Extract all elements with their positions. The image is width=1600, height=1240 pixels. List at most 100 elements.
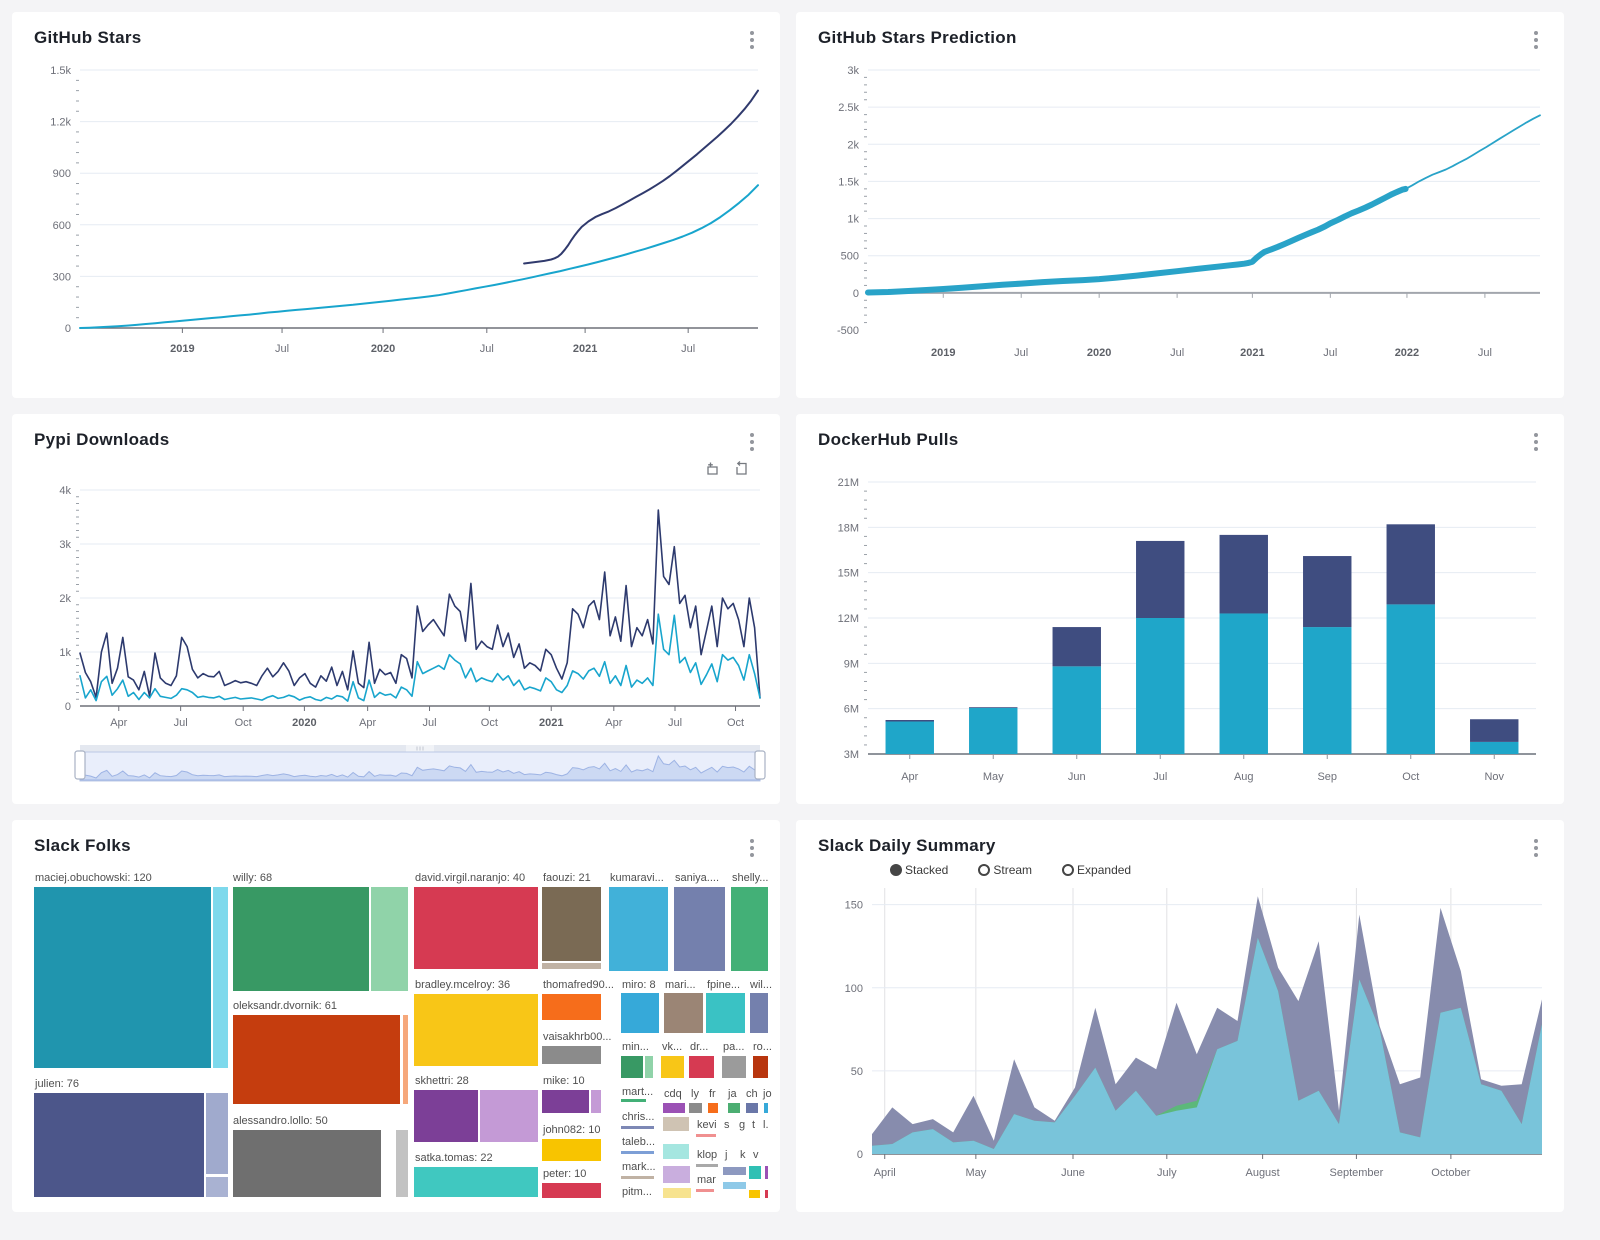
slider-handle[interactable] <box>74 750 86 780</box>
treemap-cell-label: satka.tomas: 22 <box>415 1152 493 1164</box>
treemap-cell[interactable] <box>749 1190 760 1198</box>
more-menu-icon[interactable] <box>1530 428 1542 455</box>
treemap-cell-label: ro... <box>753 1041 772 1053</box>
treemap-cell[interactable] <box>731 887 768 971</box>
treemap-cell[interactable] <box>661 1056 684 1078</box>
treemap-cell[interactable] <box>765 1166 768 1179</box>
treemap-cell[interactable] <box>542 887 601 961</box>
svg-text:1.5k: 1.5k <box>50 65 71 77</box>
treemap-cell[interactable] <box>663 1103 685 1113</box>
treemap-cell[interactable] <box>764 1103 768 1113</box>
pypi-downloads-chart[interactable]: 0 1k 2k 3k 4k Apr Jul Oct 2020 Apr Jul Oct 2021 Apr Ju… <box>34 480 766 732</box>
treemap-cell[interactable] <box>542 1090 589 1113</box>
svg-text:-500: -500 <box>837 325 859 337</box>
treemap-cell[interactable] <box>723 1167 746 1175</box>
treemap-cell[interactable] <box>542 994 601 1020</box>
treemap-cell[interactable] <box>414 1167 538 1197</box>
treemap-cell[interactable] <box>696 1134 716 1137</box>
panel-pypi-downloads: Pypi Downloads 0 1k 2k 3k 4k Apr Jul Oct 2020 Apr… <box>12 414 780 804</box>
treemap-cell[interactable] <box>609 887 668 971</box>
svg-text:2020: 2020 <box>292 717 316 729</box>
treemap-cell[interactable] <box>621 1176 654 1179</box>
treemap-cell[interactable] <box>723 1182 746 1189</box>
more-menu-icon[interactable] <box>746 26 758 53</box>
treemap-cell[interactable] <box>213 887 228 1068</box>
svg-text:2020: 2020 <box>371 343 395 355</box>
more-menu-icon[interactable] <box>1530 834 1542 861</box>
treemap-cell[interactable] <box>663 1144 689 1159</box>
dockerhub-pulls-chart[interactable]: 3M 6M 9M 12M 15M 18M 21M Apr May Jun Jul Aug Sep Oct N… <box>818 468 1550 786</box>
treemap-cell[interactable] <box>414 887 538 969</box>
treemap-cell[interactable] <box>591 1090 601 1113</box>
treemap-cell[interactable] <box>414 994 538 1066</box>
treemap-cell[interactable] <box>233 1015 400 1104</box>
treemap-cell[interactable] <box>542 1046 601 1064</box>
slack-daily-summary-chart[interactable]: 0 50 100 150 April May June July August September… <box>818 882 1550 1182</box>
treemap-cell[interactable] <box>674 887 725 971</box>
treemap-cell-label: oleksandr.dvornik: 61 <box>233 1000 337 1012</box>
zoom-select-icon[interactable] <box>704 460 721 477</box>
treemap-cell[interactable] <box>206 1093 228 1174</box>
more-menu-icon[interactable] <box>1530 26 1542 53</box>
treemap-cell[interactable] <box>728 1103 740 1113</box>
treemap-cell[interactable] <box>765 1190 768 1198</box>
treemap-cell[interactable] <box>34 1093 204 1197</box>
treemap-cell[interactable] <box>689 1103 702 1113</box>
treemap-cell-label: miro: 8 <box>622 979 656 991</box>
legend-label: Stacked <box>905 863 949 877</box>
treemap-cell[interactable] <box>696 1164 718 1167</box>
treemap-cell[interactable] <box>621 1151 654 1154</box>
treemap-cell[interactable] <box>750 993 768 1033</box>
treemap-cell[interactable] <box>696 1189 714 1192</box>
treemap-cell[interactable] <box>689 1056 714 1078</box>
legend-item-expanded[interactable]: Expanded <box>1062 863 1131 877</box>
github-stars-prediction-chart[interactable]: -500 0 500 1k 1.5k 2k 2.5k 3k 2019 Jul 2020 Jul 2021… <box>818 58 1550 362</box>
treemap-cell[interactable] <box>542 1139 601 1161</box>
svg-text:1.2k: 1.2k <box>50 117 71 129</box>
legend-item-stream[interactable]: Stream <box>978 863 1032 877</box>
more-menu-icon[interactable] <box>746 834 758 861</box>
treemap-cell[interactable] <box>414 1090 478 1142</box>
treemap-cell[interactable] <box>749 1166 761 1179</box>
treemap-cell[interactable] <box>706 993 745 1033</box>
treemap-cell[interactable] <box>621 1126 654 1129</box>
treemap-cell-label: alessandro.lollo: 50 <box>233 1115 328 1127</box>
treemap-cell[interactable] <box>233 887 369 991</box>
treemap-cell[interactable] <box>663 1166 690 1183</box>
treemap-cell[interactable] <box>403 1015 408 1104</box>
treemap-cell[interactable] <box>206 1177 228 1197</box>
treemap-cell[interactable] <box>621 1056 643 1078</box>
restore-icon[interactable] <box>733 460 750 477</box>
treemap-cell[interactable] <box>621 1099 646 1102</box>
treemap-cell[interactable] <box>34 887 211 1068</box>
treemap-cell[interactable] <box>664 993 703 1033</box>
treemap-cell[interactable] <box>722 1056 746 1078</box>
treemap-cell[interactable] <box>621 993 659 1033</box>
treemap-cell[interactable] <box>542 1183 601 1198</box>
treemap-cell[interactable] <box>396 1130 408 1197</box>
treemap-cell-label: t <box>752 1119 756 1131</box>
slider-handle[interactable] <box>754 750 766 780</box>
treemap-cell[interactable] <box>233 1130 381 1197</box>
legend-label: Expanded <box>1077 863 1132 877</box>
treemap-cell-label: maciej.obuchowski: 120 <box>35 872 152 884</box>
treemap-cell[interactable] <box>663 1117 689 1131</box>
treemap-cell-label: mart... <box>622 1086 654 1098</box>
treemap-cell[interactable] <box>708 1103 718 1113</box>
treemap-cell[interactable] <box>645 1056 653 1078</box>
treemap-cell-label: mike: 10 <box>543 1075 585 1087</box>
treemap-cell[interactable] <box>746 1103 758 1113</box>
data-zoom-slider[interactable] <box>34 745 766 785</box>
treemap-cell[interactable] <box>480 1090 538 1142</box>
legend-item-stacked[interactable]: Stacked <box>890 863 948 877</box>
slack-folks-treemap[interactable]: maciej.obuchowski: 120 willy: 68 david.vir… <box>34 870 772 1200</box>
treemap-cell[interactable] <box>753 1056 768 1078</box>
panel-header: Pypi Downloads <box>34 428 758 454</box>
more-menu-icon[interactable] <box>746 428 758 455</box>
treemap-cell[interactable] <box>663 1188 691 1198</box>
treemap-cell[interactable] <box>371 887 408 991</box>
svg-text:900: 900 <box>53 168 71 180</box>
treemap-cell[interactable] <box>542 963 601 969</box>
svg-text:50: 50 <box>851 1066 863 1078</box>
github-stars-chart[interactable]: 0 300 600 900 1.2k 1.5k 2019 Jul 2020 Jul 2021 Jul <box>34 58 766 358</box>
